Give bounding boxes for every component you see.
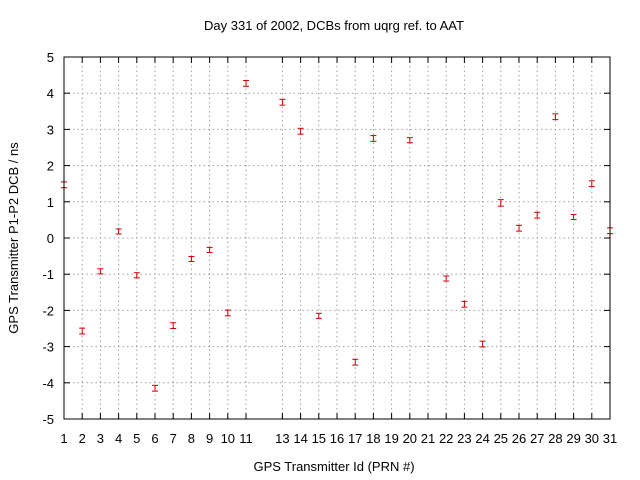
data-point xyxy=(479,340,486,348)
x-tick-label: 20 xyxy=(403,431,417,446)
data-point xyxy=(170,322,177,329)
data-point xyxy=(534,211,541,219)
data-point xyxy=(97,268,104,275)
grid-lines xyxy=(64,57,610,419)
y-tick-label: -4 xyxy=(42,376,54,391)
data-point xyxy=(297,127,304,135)
plot-frame xyxy=(63,56,611,420)
x-tick-label: 29 xyxy=(566,431,580,446)
y-tick-label: 4 xyxy=(47,86,54,101)
y-tick-label: 2 xyxy=(47,159,54,174)
x-tick-label: 10 xyxy=(221,431,235,446)
data-point xyxy=(352,358,359,366)
x-tick-label: 5 xyxy=(133,431,140,446)
data-point xyxy=(552,113,559,121)
y-tick-label: -1 xyxy=(42,267,54,282)
x-tick-label: 7 xyxy=(170,431,177,446)
x-tick-label: 13 xyxy=(275,431,289,446)
data-point xyxy=(188,255,195,263)
data-point xyxy=(516,224,522,232)
data-point xyxy=(115,228,122,235)
data-point xyxy=(443,275,450,282)
data-point xyxy=(133,272,140,279)
x-tick-label: 16 xyxy=(330,431,344,446)
data-point xyxy=(588,180,595,188)
y-tick-label: 3 xyxy=(47,122,54,137)
x-tick-label: 26 xyxy=(512,431,526,446)
y-tick-label: 0 xyxy=(47,231,54,246)
data-point xyxy=(315,312,322,319)
x-axis-label: GPS Transmitter Id (PRN #) xyxy=(253,459,414,474)
x-tick-label: 14 xyxy=(293,431,307,446)
data-point xyxy=(79,327,86,335)
x-tick-label: 23 xyxy=(457,431,471,446)
data-point xyxy=(243,80,249,87)
x-tick-label: 25 xyxy=(494,431,508,446)
data-point xyxy=(279,98,286,106)
data-point xyxy=(406,137,413,144)
x-tick-label: 9 xyxy=(206,431,213,446)
x-tick-label: 6 xyxy=(151,431,158,446)
x-tick-label: 3 xyxy=(97,431,104,446)
x-tick-label: 19 xyxy=(384,431,398,446)
x-tick-label: 28 xyxy=(548,431,562,446)
data-point xyxy=(570,213,577,221)
y-axis-label: GPS Transmitter P1-P2 DCB / ns xyxy=(6,142,21,334)
x-tick-label: 4 xyxy=(115,431,122,446)
x-tick-label: 1 xyxy=(60,431,67,446)
x-tick-label: 17 xyxy=(348,431,362,446)
data-point xyxy=(152,384,158,392)
x-tick-label: 15 xyxy=(312,431,326,446)
data-point xyxy=(370,135,377,142)
x-tick-label: 11 xyxy=(239,431,253,446)
data-points xyxy=(61,80,613,392)
x-tick-label: 22 xyxy=(439,431,453,446)
y-tick-label: -5 xyxy=(42,412,54,427)
y-tick-labels: -5 -4 -3 -2 -1 0 1 2 3 4 5 xyxy=(42,50,54,427)
y-tick-label: 5 xyxy=(47,50,54,65)
x-tick-label: 27 xyxy=(530,431,544,446)
x-tick-label: 30 xyxy=(585,431,599,446)
x-tick-label: 18 xyxy=(366,431,380,446)
data-point xyxy=(497,199,504,207)
x-tick-label: 31 xyxy=(603,431,617,446)
data-point xyxy=(461,300,468,308)
y-tick-label: 1 xyxy=(47,195,54,210)
x-tick-label: 8 xyxy=(188,431,195,446)
data-point xyxy=(224,309,231,317)
x-tick-label: 2 xyxy=(79,431,86,446)
x-tick-labels: 1 2 3 4 5 6 7 8 9 10 11 13 14 15 16 17 18 19 20 21 22 23 24 25 2… xyxy=(60,431,617,446)
chart-title: Day 331 of 2002, DCBs from uqrg ref. to … xyxy=(204,18,464,33)
x-tick-label: 24 xyxy=(475,431,489,446)
y-tick-label: -2 xyxy=(42,303,54,318)
data-point xyxy=(206,246,213,253)
y-tick-label: -3 xyxy=(42,340,54,355)
x-tick-label: 21 xyxy=(421,431,435,446)
